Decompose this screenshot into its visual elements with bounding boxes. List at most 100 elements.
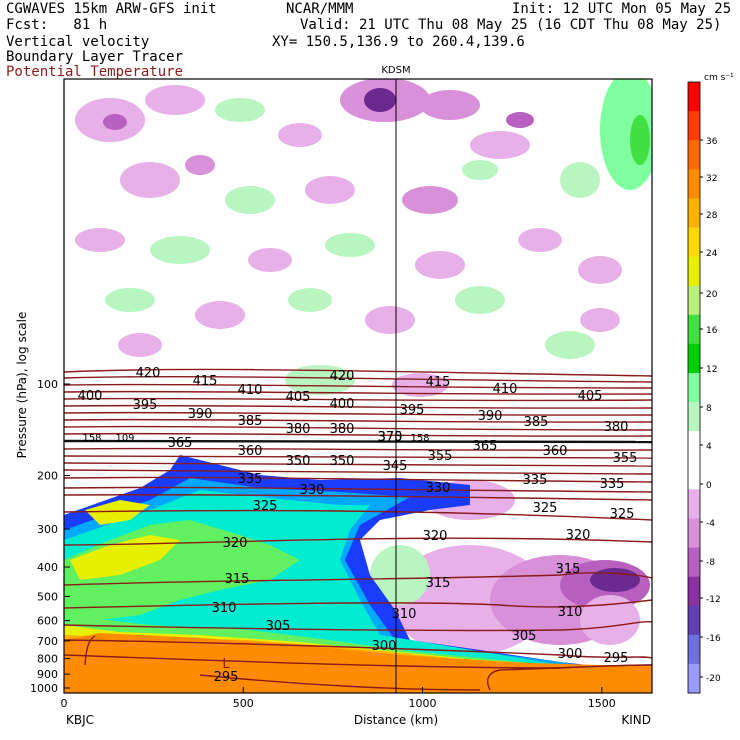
theta-label: 375 [378, 430, 403, 445]
tropopause-label: 158 [410, 433, 429, 444]
colorbar-swatch [688, 198, 700, 228]
theta-label: 330 [426, 481, 451, 496]
theta-label: 335 [523, 473, 548, 488]
cross-section-coords: XY= 150.5,136.9 to 260.4,139.6 [272, 34, 525, 50]
theta-label: 390 [188, 407, 213, 422]
colorbar-swatch [688, 518, 700, 549]
theta-label: 355 [613, 451, 638, 466]
theta-contours [64, 368, 652, 691]
colorbar-swatch [688, 227, 700, 258]
colorbar-swatch [688, 314, 700, 345]
theta-label: 305 [266, 619, 291, 634]
colorbar-swatch [688, 605, 700, 636]
theta-label: 295 [214, 670, 239, 685]
x-tick-label: 1500 [588, 697, 616, 710]
theta-label: 350 [330, 454, 355, 469]
theta-label: 320 [223, 536, 248, 551]
x-axis: 0 500 1000 1500 [61, 687, 616, 710]
colorbar-swatch [688, 663, 700, 694]
theta-label: 415 [193, 374, 218, 389]
theta-label: 400 [330, 397, 355, 412]
theta-label: 360 [238, 444, 263, 459]
colorbar-level: 4 [706, 442, 712, 452]
x-tick-label: 1000 [409, 697, 437, 710]
theta-label-layer: 420 420 415 415 410 410 405 405 400 400 395 395 390 3… [78, 366, 638, 685]
y-tick-label: 700 [37, 635, 58, 648]
station-right-label: KIND [621, 713, 651, 727]
valid-time: Valid: 21 UTC Thu 08 May 25 (16 CDT Thu … [300, 17, 722, 33]
theta-label: 315 [225, 572, 250, 587]
theta-label: 335 [238, 472, 263, 487]
theta-label: 300 [558, 647, 583, 662]
theta-label: 365 [168, 436, 193, 451]
field-vertical-velocity: Vertical velocity [6, 34, 150, 50]
theta-label: 415 [426, 375, 451, 390]
theta-label: 300 [372, 639, 397, 654]
x-tick-label: 0 [61, 697, 68, 710]
theta-label: 320 [566, 528, 591, 543]
plot-frame [63, 78, 653, 694]
colorbar-swatch [688, 576, 700, 607]
theta-label: 305 [512, 629, 537, 644]
subsidence-region [370, 480, 650, 655]
colorbar-level: 0 [706, 481, 712, 491]
theta-label: 395 [400, 403, 425, 418]
tropopause-label: 109 [115, 433, 134, 444]
x-axis-label: Distance (km) [354, 713, 438, 727]
colorbar-level: 20 [706, 290, 718, 300]
y-tick-label: 1000 [30, 682, 58, 695]
colorbar-level: -16 [706, 634, 721, 644]
colorbar: 36 32 28 24 20 16 12 8 4 0 -4 -8 -12 -16 -20 [687, 81, 721, 694]
theta-label: 385 [524, 415, 549, 430]
colorbar-swatch [688, 460, 700, 490]
colorbar-level: 24 [706, 249, 718, 259]
colorbar-unit: cm s⁻¹ [704, 73, 734, 83]
colorbar-level: 8 [706, 404, 712, 414]
y-tick-label: 900 [37, 668, 58, 681]
theta-label: 420 [330, 369, 355, 384]
theta-label: 315 [556, 562, 581, 577]
y-tick-label: 600 [37, 615, 58, 628]
theta-label: 400 [78, 389, 103, 404]
tropopause-label: 158 [82, 433, 101, 444]
x-tick-label: 500 [233, 697, 254, 710]
colorbar-swatch [688, 169, 700, 199]
colorbar-swatch [688, 140, 700, 170]
theta-label: 370 [378, 430, 403, 445]
theta-label: 385 [238, 414, 263, 429]
theta-label: 405 [286, 390, 311, 405]
y-tick-label: 400 [37, 561, 58, 574]
theta-label: 310 [558, 605, 583, 620]
colorbar-level: 12 [706, 365, 717, 375]
y-tick-label: 300 [37, 523, 58, 536]
y-tick-label: 100 [37, 378, 58, 391]
theta-label: 325 [253, 499, 278, 514]
low-pressure-label: L [222, 657, 230, 672]
theta-label: 320 [423, 529, 448, 544]
theta-label: 380 [286, 422, 311, 437]
colorbar-swatch [688, 285, 700, 316]
theta-label: 405 [578, 389, 603, 404]
colorbar-level: 32 [706, 174, 717, 184]
colorbar-swatch [688, 343, 700, 374]
theta-label: 410 [493, 382, 518, 397]
station-mid-label: KDSM [381, 65, 410, 76]
theta-label: 365 [473, 439, 498, 454]
colorbar-swatch [688, 431, 700, 461]
theta-label: 345 [383, 459, 408, 474]
colorbar-swatch [688, 256, 700, 287]
colorbar-swatch [688, 402, 700, 432]
upper-level-velocity-field [75, 79, 652, 397]
theta-label: 310 [212, 601, 237, 616]
y-axis-label: Pressure (hPa), log scale [15, 312, 29, 459]
init-time: Init: 12 UTC Mon 05 May 25 [512, 1, 732, 17]
colorbar-swatch [688, 82, 700, 112]
field-boundary-layer-tracer: Boundary Layer Tracer [6, 49, 184, 65]
theta-label: 295 [604, 651, 629, 666]
theta-label: 310 [392, 607, 417, 622]
theta-label: 335 [600, 477, 625, 492]
field-potential-temperature: Potential Temperature [6, 64, 184, 80]
forecast-hour: Fcst: 81 h [6, 17, 108, 33]
colorbar-level: -4 [706, 519, 715, 529]
